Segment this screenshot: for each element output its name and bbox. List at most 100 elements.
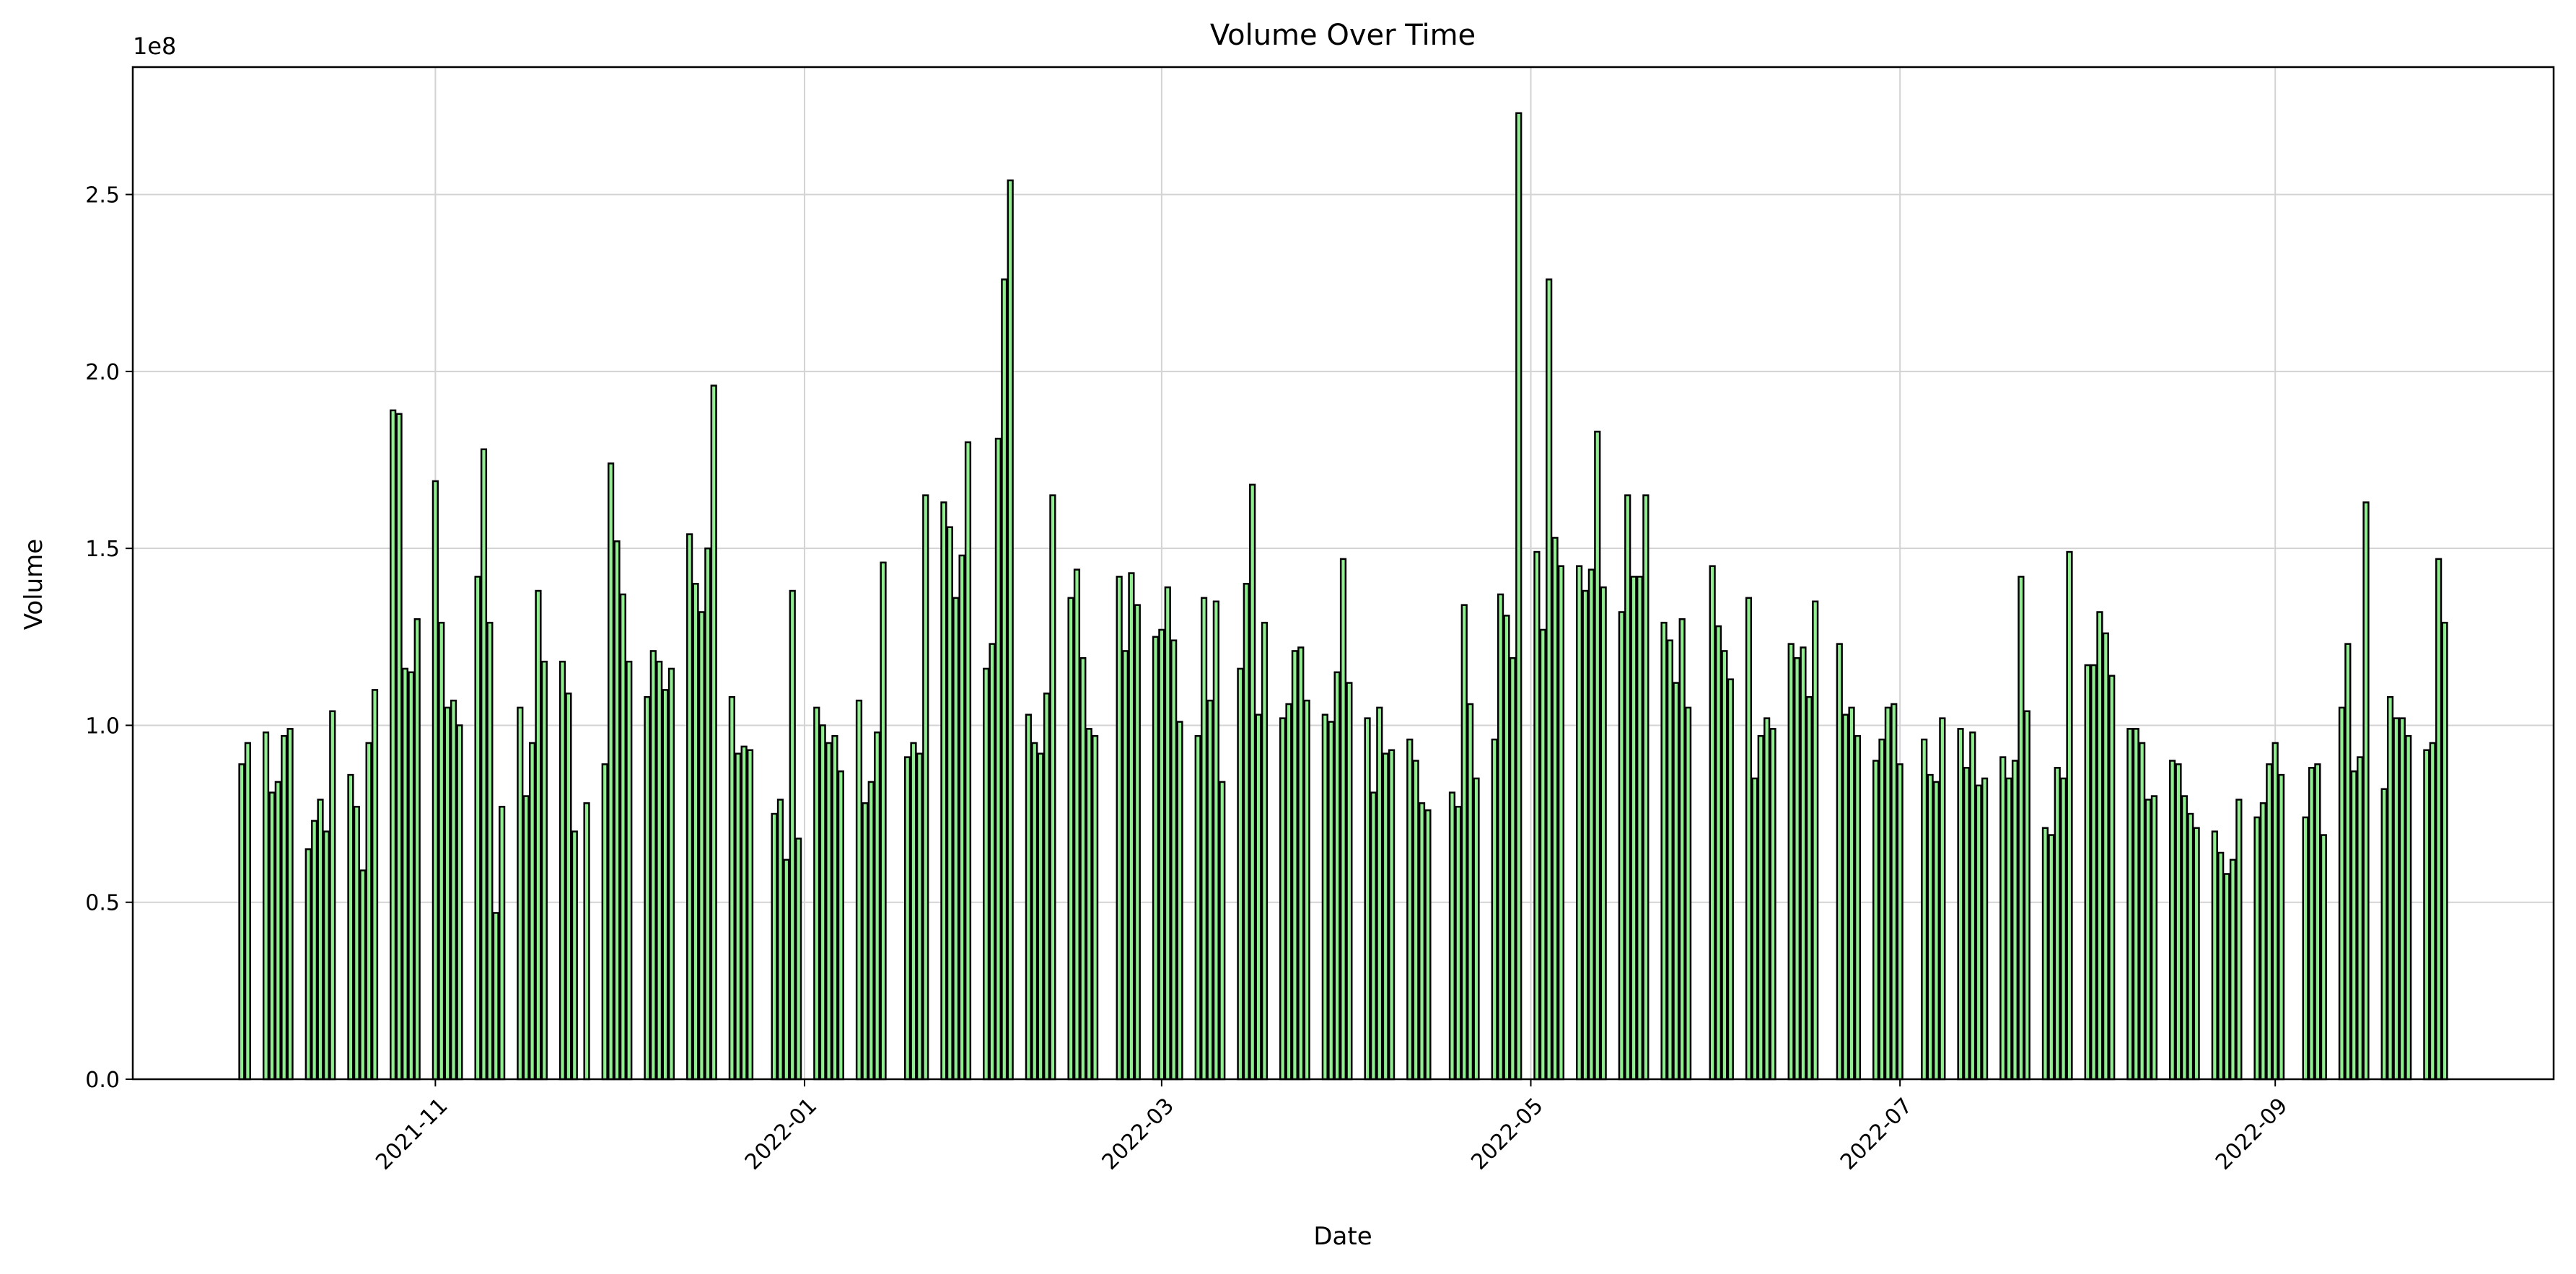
bar	[1001, 278, 1008, 1081]
bar	[1249, 483, 1256, 1081]
bar	[613, 540, 621, 1081]
bar	[571, 830, 578, 1081]
bar	[281, 734, 288, 1081]
x-tick-label: 2021-11	[371, 1093, 452, 1174]
bar	[692, 582, 699, 1081]
bar	[1745, 597, 1753, 1081]
bar	[1092, 734, 1099, 1081]
bar	[1370, 791, 1377, 1081]
bar	[989, 643, 996, 1081]
bar	[1164, 586, 1171, 1081]
bar	[311, 820, 318, 1081]
bar	[2090, 664, 2098, 1081]
bar	[1376, 706, 1383, 1081]
bar	[1297, 646, 1305, 1081]
bar	[558, 660, 566, 1081]
bar	[740, 745, 748, 1081]
bar	[922, 494, 929, 1081]
bar	[619, 593, 626, 1081]
bar	[2320, 834, 2327, 1081]
bar	[1805, 695, 1813, 1081]
bar	[946, 526, 953, 1081]
bar	[517, 706, 524, 1081]
bar	[916, 752, 923, 1081]
bar	[644, 695, 651, 1081]
bar	[359, 869, 367, 1081]
bar	[2308, 767, 2316, 1081]
bar	[1128, 572, 1135, 1081]
y-tick-label: 0.5	[85, 891, 120, 916]
y-tick-label: 2.0	[85, 360, 120, 385]
bar	[776, 799, 784, 1081]
bar	[1975, 784, 1982, 1081]
bar	[1727, 678, 1734, 1081]
bar	[964, 441, 972, 1081]
bar	[535, 589, 542, 1081]
x-tick-label: 2022-03	[1098, 1093, 1179, 1174]
bar	[874, 732, 881, 1081]
bar	[656, 660, 663, 1081]
bar	[1328, 721, 1335, 1081]
bar	[244, 742, 251, 1081]
bar	[1999, 756, 2007, 1081]
bar	[1455, 806, 1462, 1081]
bar	[1884, 706, 1891, 1081]
bar	[2187, 812, 2194, 1081]
bar	[2302, 816, 2309, 1081]
bar	[305, 848, 312, 1081]
bar	[371, 689, 379, 1081]
bar	[1630, 576, 1637, 1081]
bar	[1515, 112, 1523, 1081]
bar	[274, 781, 281, 1081]
bar	[480, 448, 488, 1081]
bar	[1007, 179, 1014, 1081]
bar	[994, 437, 1002, 1081]
bar	[2018, 576, 2025, 1081]
bar	[1134, 604, 1141, 1081]
bar	[2277, 773, 2285, 1081]
x-tick-label: 2022-07	[1836, 1093, 1917, 1174]
bar	[474, 576, 481, 1081]
bar	[1636, 576, 1644, 1081]
bar	[1764, 717, 1771, 1081]
bar	[2084, 664, 2091, 1081]
bar	[2356, 756, 2364, 1081]
bar	[2229, 858, 2237, 1081]
bar	[1587, 568, 1595, 1081]
bar	[492, 912, 499, 1081]
bar	[1206, 699, 1214, 1081]
bar	[1921, 738, 1928, 1081]
bar	[1551, 537, 1559, 1081]
bar	[910, 742, 917, 1081]
bar	[2253, 816, 2261, 1081]
bar	[1546, 278, 1553, 1081]
bar	[522, 795, 530, 1081]
bar	[408, 671, 415, 1081]
bar	[867, 781, 875, 1081]
bar	[1025, 713, 1032, 1081]
bar	[1757, 734, 1764, 1081]
bar	[1067, 597, 1074, 1081]
bar	[1842, 713, 1849, 1081]
bar	[1043, 693, 1051, 1081]
bar	[431, 480, 439, 1081]
bar	[1364, 717, 1371, 1081]
bar	[1333, 671, 1341, 1081]
bar	[667, 667, 675, 1081]
bar	[1927, 773, 1934, 1081]
bar	[601, 763, 608, 1081]
bar	[2266, 763, 2273, 1081]
bar	[2405, 734, 2412, 1081]
bar	[1473, 777, 1480, 1081]
bar	[1121, 650, 1129, 1081]
bar	[1878, 738, 1885, 1081]
bar	[395, 413, 403, 1081]
bar	[2344, 643, 2352, 1081]
y-tick-label: 0.0	[85, 1068, 120, 1093]
bar	[1382, 752, 1389, 1081]
chart-title: Volume Over Time	[1210, 19, 1476, 52]
bar	[2393, 717, 2400, 1081]
bar	[347, 773, 354, 1081]
bar	[1557, 565, 1565, 1081]
bar	[1932, 781, 1940, 1081]
